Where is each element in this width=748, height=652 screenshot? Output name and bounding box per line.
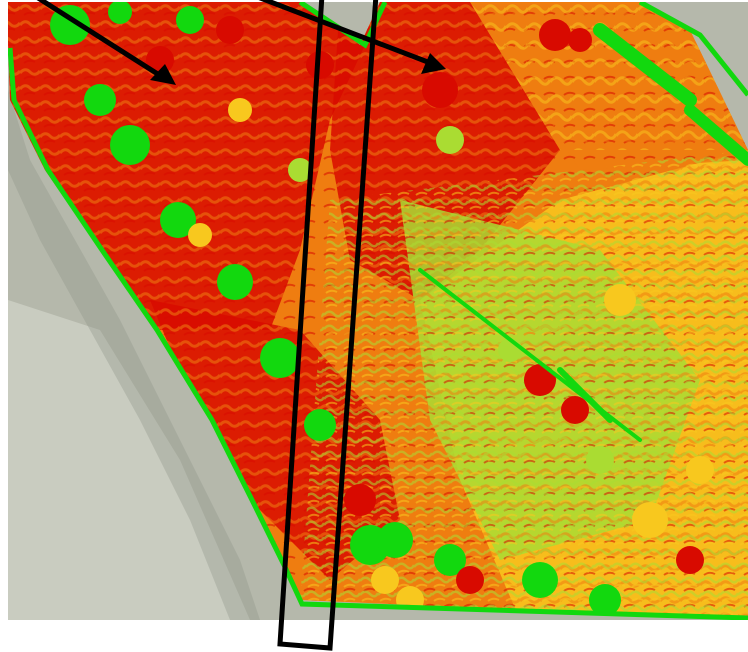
vegetation-blob-very-high bbox=[306, 51, 334, 79]
transect-box bbox=[277, 0, 379, 651]
vegetation-blob-very-high bbox=[344, 484, 376, 516]
vegetation-strip bbox=[557, 367, 613, 423]
vegetation-blob-low bbox=[288, 158, 312, 182]
vegetation-blob-very-low bbox=[522, 562, 558, 598]
vegetation-blob-very-low bbox=[260, 338, 300, 378]
vegetation-blob-medium bbox=[686, 456, 714, 484]
vegetation-blob-very-low bbox=[377, 522, 413, 558]
vegetation-blob-very-high bbox=[561, 396, 589, 424]
vegetation-blob-medium bbox=[188, 223, 212, 247]
field-boundary bbox=[8, 47, 748, 620]
field-texture-medium bbox=[470, 2, 748, 150]
ground-light-patch bbox=[8, 300, 250, 620]
vegetation-blob-very-low bbox=[84, 84, 116, 116]
vegetation-blob-very-high bbox=[676, 546, 704, 574]
vegetation-blob-very-low bbox=[217, 264, 253, 300]
vegetation-blob-medium bbox=[632, 502, 668, 538]
field-boundary-right bbox=[638, 2, 748, 97]
vegetation-blob-medium bbox=[371, 566, 399, 594]
vegetation-blob-medium bbox=[228, 98, 252, 122]
vegetation-blob-very-high bbox=[456, 566, 484, 594]
vegetation-blob-very-high bbox=[524, 364, 556, 396]
vegetation-blobs bbox=[50, 2, 748, 616]
vegetation-strip bbox=[593, 23, 697, 107]
vegetation-blob-very-low bbox=[304, 409, 336, 441]
ground-shadow-band bbox=[8, 90, 260, 620]
vegetation-blob-very-low bbox=[176, 6, 204, 34]
vegetation-blob-very-high bbox=[422, 72, 458, 108]
vegetation-blob-very-high bbox=[568, 28, 592, 52]
vegetation-blob-very-low bbox=[110, 125, 150, 165]
vegetation-blob-very-low bbox=[434, 544, 466, 576]
vegetation-blob-very-low bbox=[160, 202, 196, 238]
vegetation-blob-very-low bbox=[108, 2, 132, 24]
vegetation-blob-very-high bbox=[216, 16, 244, 44]
vegetation-blob-very-low bbox=[50, 5, 90, 45]
arrow-left bbox=[36, 0, 176, 85]
vegetation-blob-very-low bbox=[589, 584, 621, 616]
vegetation-strip bbox=[684, 104, 748, 166]
vegetation-blob-very-high bbox=[539, 19, 571, 51]
field-texture-low bbox=[300, 150, 748, 620]
vegetation-blob-low bbox=[436, 126, 464, 154]
vegetation-blob-low bbox=[586, 446, 614, 474]
vegetation-blob-very-high bbox=[146, 46, 174, 74]
vegetation-blob-medium bbox=[604, 284, 636, 316]
arrow-right bbox=[258, 0, 446, 74]
